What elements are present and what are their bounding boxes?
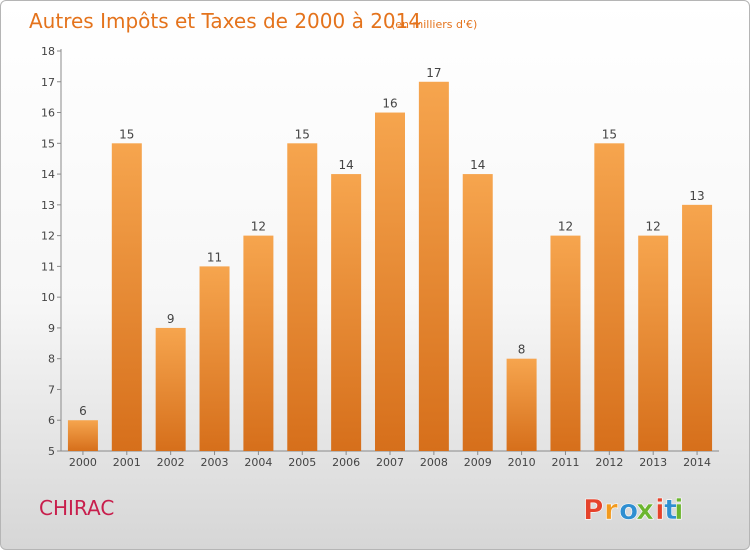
x-tick-label: 2014 (683, 456, 711, 469)
y-tick-label: 6 (48, 414, 55, 427)
y-tick-label: 16 (41, 107, 55, 120)
value-label: 14 (338, 158, 353, 172)
logo-letter: r (604, 493, 618, 526)
value-label: 11 (207, 250, 222, 264)
logo-letter: x (636, 493, 654, 526)
logo-letter: i (655, 493, 665, 526)
value-label: 14 (470, 158, 485, 172)
place-name: CHIRAC (39, 496, 114, 520)
x-tick-label: 2000 (69, 456, 97, 469)
value-label: 12 (646, 220, 661, 234)
value-label: 15 (295, 127, 310, 141)
y-tick-label: 18 (41, 45, 55, 58)
bar-2002 (155, 327, 186, 451)
x-tick-label: 2003 (201, 456, 229, 469)
x-tick-label: 2006 (332, 456, 360, 469)
x-tick-label: 2013 (639, 456, 667, 469)
y-tick-label: 12 (41, 230, 55, 243)
bar-2004 (243, 235, 274, 451)
chart-title: Autres Impôts et Taxes de 2000 à 2014 (29, 9, 421, 33)
bar-2008 (418, 81, 449, 452)
chart-unit: (en milliers d'€) (391, 18, 477, 31)
y-tick-label: 13 (41, 199, 55, 212)
logo-letter: o (619, 493, 638, 526)
axes: 5 6 7 8 9 10 11 12 13 14 15 16 17 18 2000 2001 2002 2003 2… (41, 45, 719, 469)
y-tick-label: 15 (41, 137, 55, 150)
y-tick-label: 8 (48, 353, 55, 366)
logo-letter: t (664, 493, 677, 526)
y-tick-label: 10 (41, 291, 55, 304)
x-tick-label: 2001 (113, 456, 141, 469)
bar-2009 (462, 174, 493, 452)
y-tick-label: 7 (48, 383, 55, 396)
logo-letter: P (583, 493, 604, 526)
x-tick-label: 2005 (288, 456, 316, 469)
x-tick-label: 2008 (420, 456, 448, 469)
y-tick-label: 5 (48, 445, 55, 458)
y-tick-label: 11 (41, 260, 55, 273)
x-tick-label: 2002 (157, 456, 185, 469)
bar-2001 (111, 143, 142, 452)
bar-2003 (199, 266, 230, 451)
bar-2007 (375, 112, 405, 452)
value-label: 15 (602, 127, 617, 141)
value-label: 9 (167, 312, 175, 326)
value-label: 6 (79, 404, 87, 418)
bar-2010 (506, 358, 537, 451)
bar-2012 (594, 143, 625, 452)
bar-2000 (67, 420, 98, 451)
value-label: 8 (518, 343, 526, 357)
bar-2013 (638, 235, 669, 451)
bar-2005 (287, 143, 318, 452)
value-label: 13 (689, 189, 704, 203)
value-label: 17 (426, 66, 441, 80)
x-tick-label: 2011 (551, 456, 579, 469)
value-label: 12 (558, 220, 573, 234)
value-label: 15 (119, 127, 134, 141)
x-tick-label: 2012 (595, 456, 623, 469)
x-tick-label: 2007 (376, 456, 404, 469)
bar-2006 (331, 174, 362, 452)
y-tick-label: 14 (41, 168, 55, 181)
bar-2014 (682, 204, 713, 451)
value-label: 16 (382, 97, 397, 111)
x-tick-label: 2009 (464, 456, 492, 469)
bar-2011 (550, 235, 581, 451)
value-label: 12 (251, 220, 266, 234)
y-tick-label: 17 (41, 76, 55, 89)
x-tick-label: 2004 (244, 456, 272, 469)
logo-letter: i (674, 493, 684, 526)
bars: 6 15 9 11 12 15 14 16 17 14 8 12 15 12 13 (67, 66, 713, 452)
x-tick-label: 2010 (508, 456, 536, 469)
y-tick-label: 9 (48, 322, 55, 335)
